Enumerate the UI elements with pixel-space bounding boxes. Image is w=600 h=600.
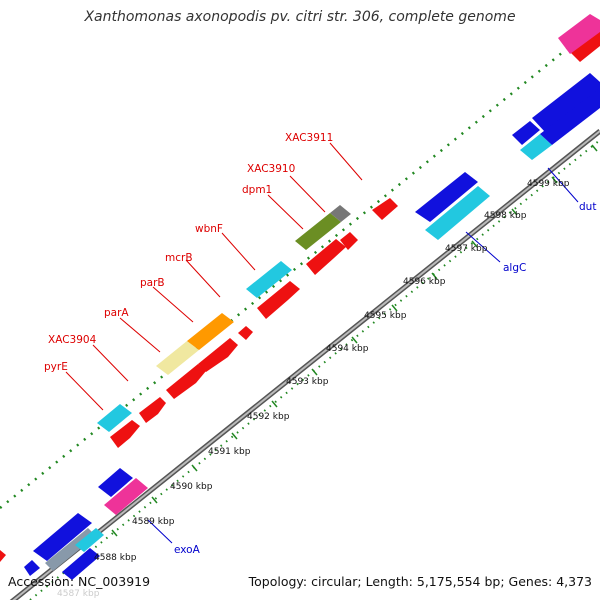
- gene-blue-rev-4: [540, 88, 600, 145]
- scale-label-4590: 4590 kbp: [170, 482, 213, 492]
- scale-label-4595: 4595 kbp: [364, 311, 407, 321]
- inner-callout-lines: [147, 167, 579, 544]
- gene-label-parA: parA: [104, 307, 129, 319]
- gene-red-left-edge: [0, 550, 6, 562]
- gene-red-fwd-6: [257, 281, 300, 319]
- gene-blue-rev-1: [415, 172, 478, 222]
- gene-label-wbnF: wbnF: [195, 223, 223, 235]
- genome-backbone: [9, 129, 600, 600]
- gene-label-mcrB: mcrB: [165, 252, 193, 264]
- scale-label-4596: 4596 kbp: [403, 277, 446, 287]
- scale-label-4589: 4589 kbp: [132, 517, 175, 527]
- gene-red-fwd-4: [198, 338, 238, 372]
- gene-magenta-exoA: [104, 478, 148, 515]
- scale-label-4588: 4588 kbp: [94, 553, 137, 563]
- gene-blue-rev-6: [33, 513, 92, 561]
- scale-label-4592: 4592 kbp: [247, 412, 290, 422]
- gene-label-parB: parB: [140, 277, 165, 289]
- gene-red-fwd-7: [306, 239, 346, 275]
- gene-label-dpm1: dpm1: [242, 184, 272, 196]
- gene-red-fwd-1: [110, 420, 140, 448]
- gene-orange-parB: [187, 313, 234, 350]
- gene-blue-rev-7: [24, 560, 40, 576]
- gene-red-fwd-5: [238, 326, 253, 340]
- topology-label: Topology: circular; Length: 5,175,554 bp…: [248, 574, 592, 589]
- gene-cyan-rev-small: [75, 528, 104, 552]
- gene-red-fwd-8: [340, 232, 358, 250]
- gene-label-pyrE: pyrE: [44, 361, 68, 373]
- gene-magenta-top-right: [558, 14, 600, 54]
- inner-dotted-ruler: [29, 139, 600, 600]
- inner-ruler-ticks: [111, 144, 598, 537]
- gene-blue-rev-5: [98, 468, 133, 497]
- scale-label-4587: 4587 kbp: [57, 589, 100, 599]
- reverse-strand-genes: [24, 73, 600, 580]
- inner-gene-labels: exoA algC dut: [174, 201, 596, 556]
- gene-olive-dpm1: [295, 213, 341, 250]
- scale-label-4599: 4599 kbp: [527, 179, 570, 189]
- gene-paleyellow-parA: [156, 341, 199, 375]
- gene-label-dut: dut: [579, 201, 596, 213]
- accession-label: Accession: NC_003919: [8, 574, 151, 589]
- scale-label-4598: 4598 kbp: [484, 211, 527, 221]
- gene-gray-XAC3910: [330, 205, 351, 222]
- outer-callout-lines: [65, 142, 363, 411]
- map-title: Xanthomonas axonopodis pv. citri str. 30…: [84, 9, 516, 25]
- outer-gene-labels: pyrE XAC3904 parA parB mcrB wbnF dpm1 XA…: [44, 132, 333, 373]
- gene-cyan-pyrE: [97, 404, 132, 432]
- gene-cyan-dut: [520, 134, 552, 160]
- gene-red-fwd-9: [372, 198, 398, 220]
- scale-label-4594: 4594 kbp: [326, 344, 369, 354]
- gene-label-XAC3904: XAC3904: [48, 334, 97, 346]
- forward-strand-genes: [0, 26, 600, 562]
- gene-red-fwd-3: [166, 364, 206, 399]
- gene-red-fwd-2: [139, 397, 166, 423]
- gene-cyan-algC: [425, 186, 490, 240]
- gene-blue-rev-8: [62, 548, 100, 580]
- scale-labels: 4587 kbp 4588 kbp 4589 kbp 4590 kbp 4591…: [57, 179, 570, 599]
- gene-label-XAC3911: XAC3911: [285, 132, 333, 144]
- scale-label-4591: 4591 kbp: [208, 447, 251, 457]
- scale-label-4597: 4597 kbp: [445, 244, 488, 254]
- gene-blue-rev-3: [532, 73, 600, 132]
- scale-label-4593: 4593 kbp: [286, 377, 329, 387]
- outer-strand-genes: [97, 14, 600, 432]
- gene-blue-rev-2: [512, 121, 540, 145]
- gene-cyan-wbnF: [246, 261, 292, 298]
- gene-label-exoA: exoA: [174, 544, 201, 556]
- gene-label-algC: algC: [503, 262, 526, 274]
- gene-label-XAC3910: XAC3910: [247, 163, 295, 175]
